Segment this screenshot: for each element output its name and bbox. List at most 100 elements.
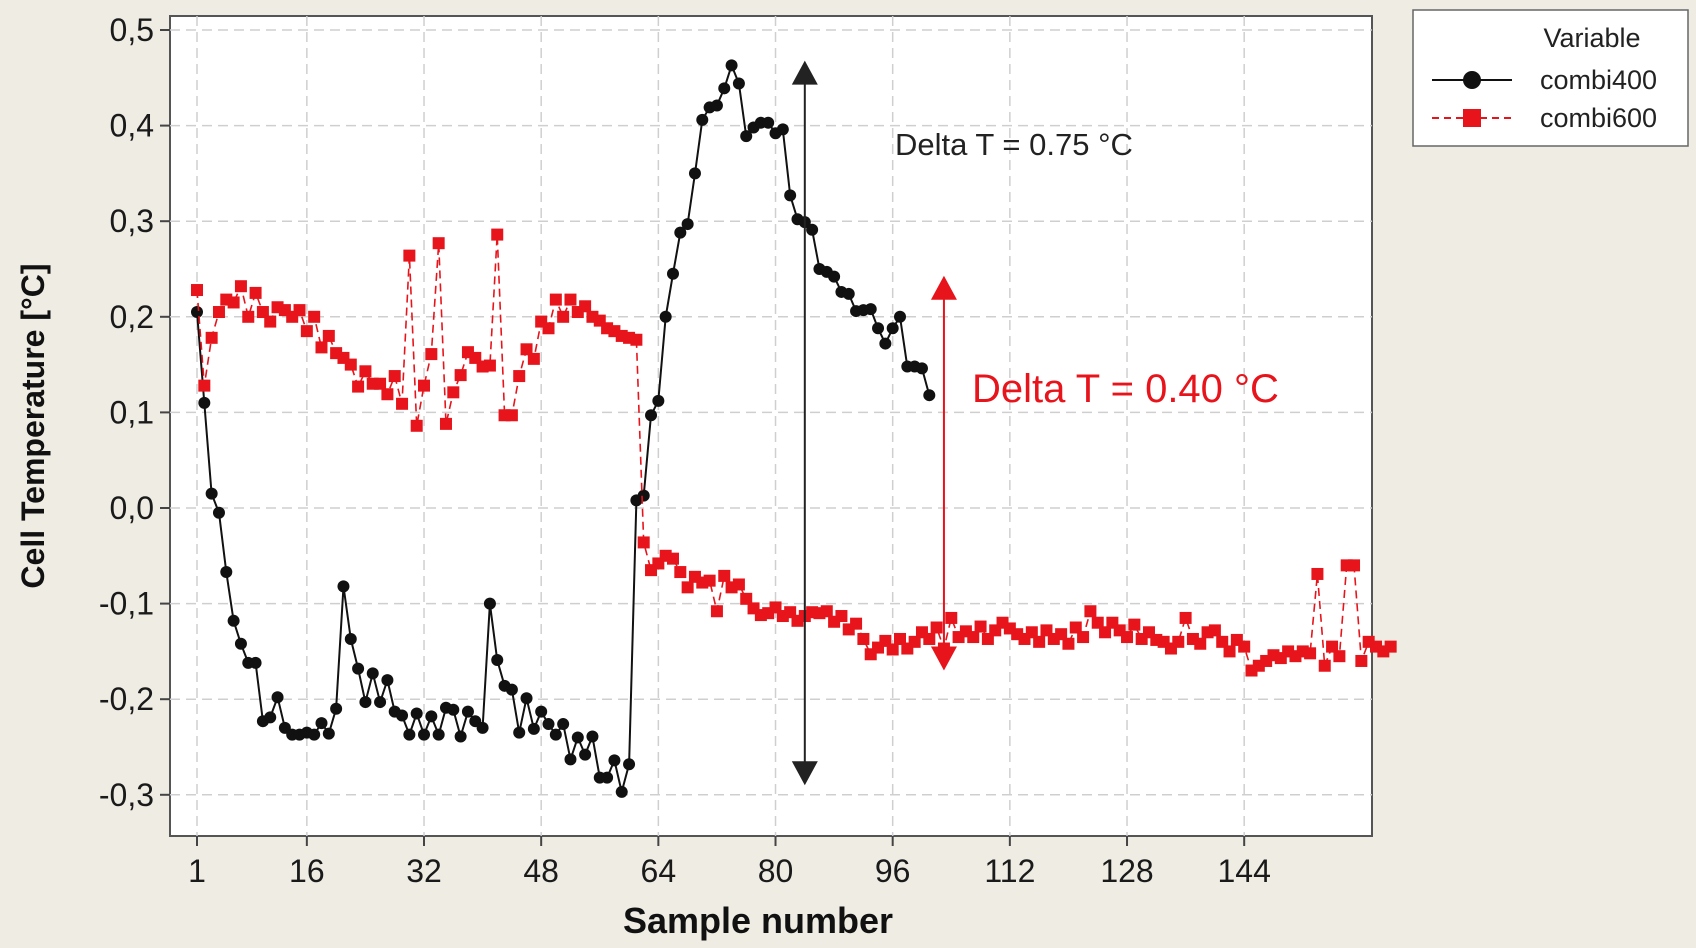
axes: -0,3 -0,2 -0,1 0,0 0,1 0,2 0,3 0,4 0,5 1 16 32 48 64 8… — [99, 12, 1271, 889]
x-tick-label: 64 — [641, 853, 677, 889]
x-tick-label: 112 — [984, 853, 1035, 889]
data-point-combi400 — [212, 506, 225, 519]
data-point-combi600 — [710, 605, 723, 618]
data-point-combi400 — [645, 409, 658, 422]
data-point-combi600 — [403, 249, 416, 262]
data-point-combi400 — [454, 730, 467, 743]
data-point-combi600 — [432, 237, 445, 250]
data-point-combi400 — [557, 718, 570, 731]
data-point-combi400 — [344, 632, 357, 645]
data-point-combi600 — [505, 409, 518, 422]
data-point-combi600 — [1238, 640, 1251, 653]
data-point-combi600 — [198, 379, 211, 392]
x-tick-label: 128 — [1100, 853, 1153, 889]
y-tick-label: 0,3 — [110, 203, 154, 239]
data-point-combi600 — [666, 552, 679, 565]
data-point-combi600 — [681, 581, 694, 594]
data-point-combi600 — [974, 620, 987, 633]
legend-label-combi400: combi400 — [1540, 65, 1657, 95]
grid — [170, 16, 1372, 836]
data-point-combi400 — [205, 487, 218, 500]
data-point-combi600 — [439, 417, 452, 430]
legend-box — [1412, 9, 1689, 147]
data-point-combi600 — [886, 643, 899, 656]
data-point-combi400 — [271, 691, 284, 704]
data-point-combi400 — [652, 394, 665, 407]
plot-area — [169, 15, 1373, 837]
series-combi400 — [191, 59, 936, 798]
data-point-combi600 — [564, 293, 577, 306]
data-point-combi600 — [894, 632, 907, 645]
x-axis-label: Sample number — [623, 900, 893, 941]
data-point-combi600 — [293, 304, 306, 317]
x-tick-label: 96 — [875, 853, 911, 889]
data-point-combi600 — [264, 315, 277, 328]
data-point-combi600 — [542, 322, 555, 335]
data-point-combi400 — [894, 310, 907, 323]
data-point-combi600 — [1084, 605, 1097, 618]
data-point-combi400 — [666, 267, 679, 280]
data-point-combi400 — [264, 711, 277, 724]
data-point-combi600 — [1355, 654, 1368, 667]
data-point-combi400 — [403, 728, 416, 741]
data-point-combi600 — [1318, 659, 1331, 672]
data-point-combi600 — [579, 300, 592, 313]
data-point-combi600 — [703, 574, 716, 587]
data-point-combi400 — [359, 696, 372, 709]
data-point-combi400 — [366, 667, 379, 680]
data-point-combi400 — [806, 223, 819, 236]
data-point-combi600 — [945, 611, 958, 624]
data-point-combi400 — [659, 310, 672, 323]
delta-arrow-head-top — [930, 275, 957, 300]
data-point-combi600 — [1384, 640, 1397, 653]
data-point-combi400 — [688, 167, 701, 180]
data-point-combi400 — [601, 771, 614, 784]
annotation-layer: Delta T = 0.75 °C Delta T = 0.40 °C — [791, 60, 1279, 786]
data-point-combi600 — [483, 359, 496, 372]
data-point-combi400 — [520, 692, 533, 705]
y-tick-label: 0,2 — [110, 299, 154, 335]
legend-label-combi600: combi600 — [1540, 103, 1657, 133]
data-point-combi600 — [1311, 567, 1324, 580]
delta-arrow-head-top — [791, 60, 818, 85]
data-point-combi400 — [527, 722, 540, 735]
data-point-combi400 — [425, 710, 438, 723]
data-point-combi400 — [623, 758, 636, 771]
y-tick-label: 0,0 — [110, 490, 154, 526]
data-point-combi400 — [191, 306, 203, 319]
data-point-combi600 — [1055, 628, 1068, 641]
data-point-combi600 — [1194, 637, 1207, 650]
data-point-combi400 — [879, 337, 892, 350]
data-point-combi400 — [776, 123, 789, 136]
data-point-combi400 — [249, 656, 262, 669]
data-point-combi600 — [381, 388, 394, 401]
data-point-combi600 — [359, 365, 372, 378]
data-point-combi600 — [1099, 626, 1112, 639]
data-point-combi600 — [1121, 631, 1134, 644]
data-point-combi600 — [1223, 645, 1236, 658]
data-point-combi400 — [227, 614, 240, 627]
x-tick-label: 16 — [289, 853, 325, 889]
data-point-combi600 — [527, 352, 540, 365]
legend-title: Variable — [1543, 23, 1640, 53]
data-point-combi600 — [454, 369, 467, 382]
data-point-combi600 — [857, 632, 870, 645]
data-point-combi600 — [740, 592, 753, 605]
data-point-combi600 — [249, 286, 262, 299]
x-tick-label: 48 — [523, 853, 559, 889]
data-point-combi400 — [710, 99, 723, 112]
y-tick-label: -0,1 — [99, 586, 154, 622]
data-point-combi400 — [542, 718, 555, 731]
data-point-combi600 — [425, 348, 438, 361]
data-point-combi600 — [923, 632, 936, 645]
data-point-combi400 — [337, 580, 350, 593]
data-point-combi400 — [732, 77, 745, 90]
data-point-combi400 — [571, 731, 584, 744]
data-point-combi400 — [513, 726, 526, 739]
delta-arrow-head-bottom — [930, 646, 957, 671]
data-point-combi400 — [923, 389, 936, 402]
data-point-combi400 — [315, 717, 328, 730]
data-point-combi600 — [1077, 631, 1090, 644]
data-point-combi600 — [557, 310, 570, 323]
